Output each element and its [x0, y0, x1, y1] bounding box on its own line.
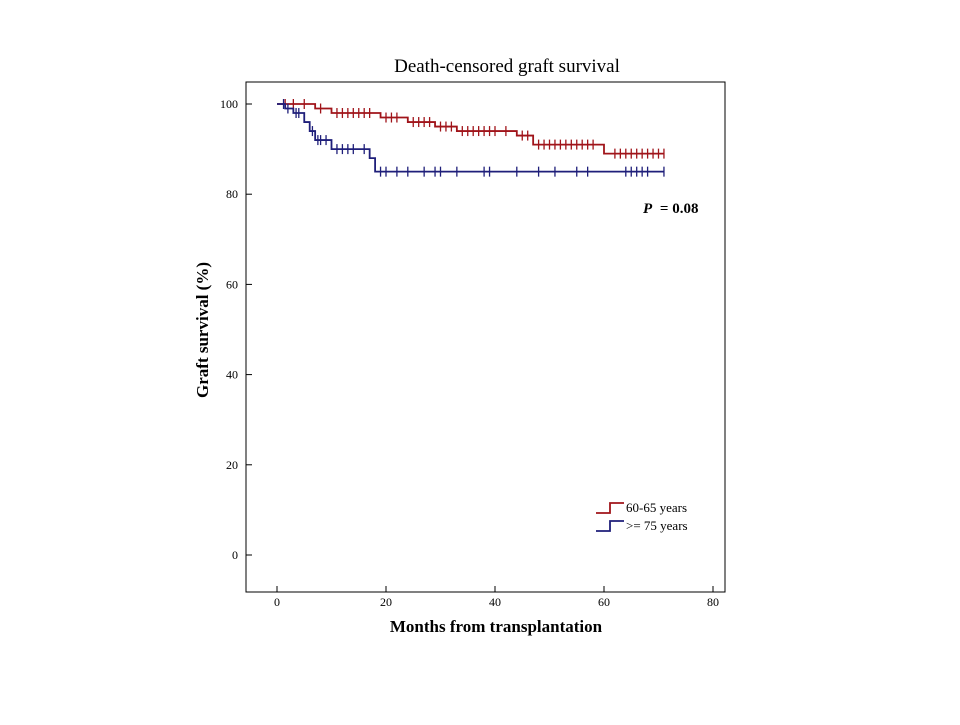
- legend-item: >= 75 years: [596, 518, 688, 533]
- series-1: [277, 99, 665, 159]
- p-value-label: P: [643, 201, 653, 217]
- y-tick-label: 100: [220, 97, 238, 111]
- chart-title: Death-censored graft survival: [394, 56, 620, 77]
- y-tick-label: 0: [232, 548, 238, 562]
- y-tick-label: 80: [226, 187, 238, 201]
- x-tick-label: 60: [598, 595, 610, 609]
- x-tick-label: 80: [707, 595, 719, 609]
- legend-swatch: [596, 502, 624, 514]
- axes: 0 20 40 60 80 0 20 40 60 80 100: [220, 97, 719, 609]
- legend: 60-65 years >= 75 years: [596, 500, 688, 533]
- legend-label: 60-65 years: [626, 500, 687, 515]
- y-tick-label: 60: [226, 277, 238, 291]
- series-layer: [277, 99, 665, 177]
- legend-item: 60-65 years: [596, 500, 687, 515]
- p-value-annotation: P = 0.08: [643, 201, 698, 217]
- survival-curve: [277, 103, 664, 173]
- y-axis-title: Graft survival (%): [193, 262, 212, 398]
- p-value-number: = 0.08: [660, 201, 699, 217]
- legend-label: >= 75 years: [626, 518, 688, 533]
- series-2: [277, 99, 665, 177]
- x-axis-title: Months from transplantation: [390, 617, 603, 636]
- x-tick-label: 0: [274, 595, 280, 609]
- y-tick-label: 40: [226, 368, 238, 382]
- survival-curve: [277, 103, 664, 155]
- x-tick-label: 20: [380, 595, 392, 609]
- x-tick-label: 40: [489, 595, 501, 609]
- plot-frame: [245, 81, 726, 593]
- y-tick-label: 20: [226, 458, 238, 472]
- legend-swatch: [596, 520, 624, 532]
